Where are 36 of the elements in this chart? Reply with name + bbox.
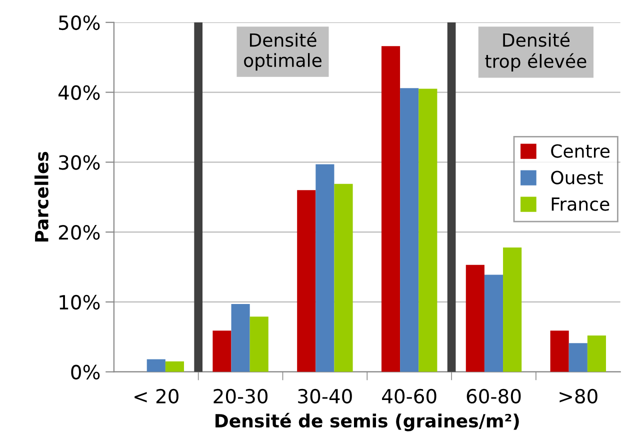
bar [550, 330, 569, 372]
legend-label: Ouest [551, 170, 603, 184]
bar [381, 46, 400, 372]
bar [334, 184, 353, 372]
bar [297, 190, 316, 372]
bar [146, 359, 166, 372]
bar [418, 88, 438, 372]
x-tick-label: 40-60 [382, 388, 436, 404]
x-tick-label: 20-30 [214, 388, 268, 404]
y-tick-label: 20% [58, 225, 100, 240]
x-tick-label: 60-80 [466, 388, 521, 404]
y-tick-label: 0% [71, 364, 100, 380]
annotation: Densité optimale [244, 32, 322, 71]
y-tick-label: 10% [60, 294, 100, 310]
annotation: Densité trop élevée [485, 32, 586, 72]
bar [231, 304, 250, 372]
y-tick-label: 50% [59, 15, 100, 30]
y-tick-label: 30% [59, 155, 100, 170]
bar [484, 274, 504, 372]
bar [316, 164, 334, 372]
bar [400, 88, 419, 372]
bar [587, 336, 606, 372]
y-axis-title: Parcelles [34, 152, 48, 242]
x-tick-label: 30-40 [298, 388, 352, 404]
bar [466, 264, 484, 372]
x-tick-label: >80 [560, 388, 598, 404]
bar [250, 316, 268, 372]
x-tick-label: < 20 [134, 388, 178, 404]
bar [503, 247, 522, 372]
x-axis-title: Densité de semis (graines/m²) [216, 412, 519, 432]
bar [568, 343, 588, 372]
y-tick-label: 40% [58, 85, 100, 100]
legend-label: Centre [551, 144, 610, 158]
bar [212, 330, 232, 372]
bar [165, 361, 184, 372]
legend-label: France [552, 197, 610, 211]
